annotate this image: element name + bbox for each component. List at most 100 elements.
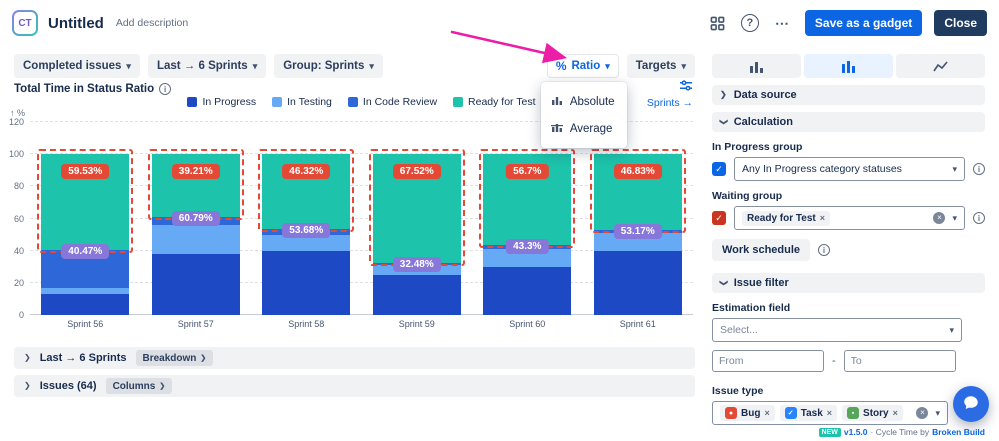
from-input[interactable]	[712, 350, 824, 372]
in-progress-group-row: ✓ Any In Progress category statuses ▾ i	[712, 157, 985, 181]
breakdown-chip[interactable]: Breakdown ❯	[135, 350, 214, 366]
issue-type-tag-story[interactable]: ▪ Story ×	[842, 405, 903, 421]
close-button[interactable]: Close	[934, 10, 987, 36]
y-axis-tick: 20	[13, 277, 24, 288]
clear-glyph: ×	[937, 213, 942, 222]
chart-type-bar-button[interactable]	[712, 54, 801, 78]
estimation-field-label: Estimation field	[712, 302, 791, 314]
logo-text: CT	[18, 17, 32, 29]
waiting-status-tag[interactable]: Ready for Test ×	[742, 210, 830, 226]
chat-widget-button[interactable]	[953, 386, 989, 422]
gridline	[30, 185, 693, 187]
menu-item-absolute[interactable]: Absolute	[541, 88, 627, 115]
chart-type-line-button[interactable]	[896, 54, 985, 78]
bug-icon: ●	[725, 407, 737, 419]
in-progress-checkbox[interactable]: ✓	[712, 162, 726, 176]
more-menu-icon[interactable]: ⋯	[774, 14, 789, 31]
info-icon[interactable]: i	[973, 212, 985, 224]
in-progress-status-select[interactable]: Any In Progress category statuses ▾	[734, 157, 965, 181]
group-by-filter[interactable]: Group: Sprints ▾	[274, 54, 383, 78]
waiting-checkbox[interactable]: ✓	[712, 211, 726, 225]
work-schedule-button[interactable]: Work schedule	[712, 239, 811, 261]
remove-tag-icon[interactable]: ×	[826, 408, 833, 418]
legend-item-in-code-review[interactable]: In Code Review	[347, 96, 437, 108]
completed-issues-label: Completed issues	[23, 60, 122, 72]
apps-grid-icon[interactable]	[707, 12, 729, 34]
chart-type-column-button[interactable]	[804, 54, 893, 78]
bar-segment-in-testing[interactable]	[483, 249, 572, 267]
add-description-link[interactable]: Add description	[115, 17, 189, 29]
version-credit: NEW v1.5.0 · Cycle Time by Broken Build	[818, 427, 985, 437]
bar-segment-in-testing[interactable]	[262, 234, 351, 251]
issue-type-tag-task[interactable]: ✓ Task ×	[779, 405, 838, 421]
breakdown-panel-header[interactable]: ❯ Last → 6 Sprints Breakdown ❯	[14, 347, 695, 369]
bar-segment-in-progress[interactable]	[483, 266, 572, 315]
issue-type-select[interactable]: ● Bug × ✓ Task × ▪ Story × × ▾	[712, 401, 948, 425]
info-icon[interactable]: i	[159, 83, 172, 95]
data-source-section-header[interactable]: ❯ Data source	[712, 85, 985, 105]
save-as-gadget-button[interactable]: Save as a gadget	[804, 10, 923, 36]
bar-sprint-61[interactable]: 46.83% 53.17%	[589, 122, 686, 315]
bar-segment-in-testing[interactable]	[151, 224, 240, 254]
version-label: v1.5.0	[843, 427, 868, 437]
bar-sprint-56[interactable]: 59.53% 40.47%	[37, 122, 134, 315]
chevron-right-icon: ❯	[200, 354, 207, 362]
brand-link[interactable]: Broken Build	[932, 427, 985, 437]
estimation-field-select[interactable]: Select... ▾	[712, 318, 962, 342]
story-label: Story	[863, 407, 889, 419]
waiting-tag-label: Ready for Test	[747, 212, 816, 224]
info-glyph: i	[977, 213, 981, 223]
bar-sprint-58[interactable]: 46.32% 53.68%	[258, 122, 355, 315]
menu-item-average[interactable]: Average	[541, 115, 627, 142]
info-icon[interactable]: i	[818, 244, 831, 256]
ratio-mode-button[interactable]: % Ratio ▾	[546, 54, 619, 78]
ratio-dropdown-wrap: % Ratio ▾ Absolute	[540, 54, 627, 148]
x-axis-tick: Sprint 56	[67, 319, 104, 329]
bar-segment-in-progress[interactable]	[151, 253, 240, 315]
waiting-status-select[interactable]: Ready for Test × × ▾	[734, 206, 965, 230]
legend-item-ready-for-test[interactable]: Ready for Test	[453, 96, 536, 108]
completed-issues-filter[interactable]: Completed issues ▾	[14, 54, 140, 78]
waiting-group-label: Waiting group	[712, 190, 783, 202]
help-icon[interactable]: ?	[740, 14, 759, 32]
remove-tag-icon[interactable]: ×	[892, 408, 898, 418]
x-axis-tick: Sprint 59	[398, 319, 435, 329]
legend-item-in-testing[interactable]: In Testing	[272, 96, 332, 108]
gadget-title[interactable]: Untitled	[48, 14, 104, 32]
issue-filter-section-header[interactable]: ❯ Issue filter	[712, 273, 985, 293]
remove-tag-icon[interactable]: ×	[764, 408, 770, 418]
columns-chip[interactable]: Columns ❯	[105, 378, 173, 394]
sprints-link[interactable]: Sprints →	[647, 80, 693, 109]
waiting-ratio-badge: 56.7%	[506, 164, 549, 180]
bar-sprint-59[interactable]: 67.52% 32.48%	[368, 122, 465, 315]
to-input[interactable]	[843, 350, 956, 372]
bar-segment-in-progress[interactable]	[593, 250, 682, 315]
stacked-bar-chart: 59.53% 40.47% 39.21% 60.79% 46.32% 53.68% 67.5…	[30, 121, 693, 315]
bar-sprint-57[interactable]: 39.21% 60.79%	[147, 122, 244, 315]
calculation-section-header[interactable]: ❯ Calculation	[712, 112, 985, 132]
x-axis-tick: Sprint 61	[619, 319, 656, 329]
sprint-range-filter[interactable]: Last → 6 Sprints ▾	[147, 54, 267, 78]
check-icon: ✓	[715, 212, 723, 223]
bar-segment-in-progress[interactable]	[372, 274, 461, 315]
waiting-group-row: ✓ Ready for Test × × ▾ i	[712, 206, 985, 230]
settings-panel: ❯ Data source ❯ Calculation In Progress …	[712, 54, 985, 437]
bar-segment-in-progress[interactable]	[262, 250, 351, 315]
legend-item-in-progress[interactable]: In Progress	[187, 96, 256, 108]
bar-segment-in-progress[interactable]	[41, 294, 130, 315]
estimation-placeholder: Select...	[720, 324, 758, 336]
remove-tag-icon[interactable]: ×	[819, 213, 825, 223]
chevron-down-icon: ▾	[681, 60, 686, 71]
chart-area: Completed issues ▾ Last → 6 Sprints ▾ Gr…	[0, 46, 703, 441]
clear-select-icon[interactable]: ×	[933, 212, 946, 224]
clear-select-icon[interactable]: ×	[916, 407, 929, 419]
bar-sprint-60[interactable]: 56.7% 43.3%	[479, 122, 576, 315]
absolute-label: Absolute	[569, 95, 615, 108]
issue-type-tag-bug[interactable]: ● Bug ×	[720, 405, 775, 421]
info-icon[interactable]: i	[973, 163, 985, 175]
help-glyph: ?	[746, 17, 754, 29]
issues-panel-header[interactable]: ❯ Issues (64) Columns ❯	[14, 375, 695, 397]
legend-swatch	[187, 97, 198, 107]
targets-button[interactable]: Targets ▾	[626, 54, 695, 78]
bar-segment-in-testing[interactable]	[41, 287, 130, 295]
